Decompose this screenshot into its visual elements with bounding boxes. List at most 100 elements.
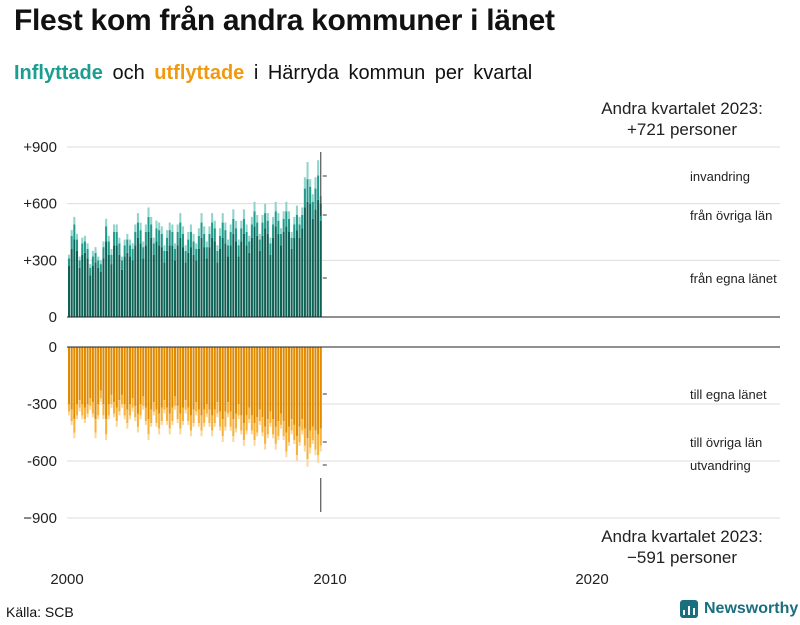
subtitle-rest: i Härryda kommun per kvartal	[253, 62, 533, 84]
bar-in-ovriga	[242, 218, 245, 234]
bar-out-utvandring	[242, 440, 245, 446]
subtitle-inflyttade: Inflyttade	[14, 62, 103, 84]
bar-out-ovriga	[73, 419, 76, 433]
bar-in-ovriga	[187, 239, 190, 253]
bar-out-utvandring	[205, 413, 208, 418]
bar-in-egna	[73, 239, 76, 317]
bar-in-invandring	[155, 220, 158, 229]
bar-in-egna	[261, 235, 264, 317]
bar-out-egna	[136, 347, 139, 414]
bar-out-ovriga	[269, 411, 272, 423]
bar-in-invandring	[295, 205, 298, 215]
bar-out-ovriga	[280, 413, 283, 425]
bar-out-ovriga	[174, 396, 177, 406]
bar-in-egna	[264, 228, 267, 317]
bar-in-ovriga	[94, 252, 97, 263]
bar-in-invandring	[272, 216, 275, 225]
bar-in-egna	[211, 237, 214, 317]
y-tick-label: −900	[23, 510, 57, 527]
bar-in-egna	[317, 199, 320, 317]
bar-out-utvandring	[237, 415, 240, 420]
bar-in-invandring	[195, 243, 198, 249]
bar-in-ovriga	[234, 228, 237, 242]
bar-out-ovriga	[264, 426, 267, 444]
source-label: Källa: SCB	[6, 604, 74, 620]
bar-in-ovriga	[216, 250, 219, 263]
bar-out-utvandring	[221, 436, 224, 442]
bar-out-utvandring	[245, 430, 248, 435]
bar-out-utvandring	[195, 411, 198, 416]
bar-out-egna	[118, 347, 121, 401]
bar-out-utvandring	[280, 424, 283, 429]
bar-in-egna	[266, 233, 269, 317]
bar-out-egna	[189, 347, 192, 416]
bar-in-egna	[272, 237, 275, 317]
bar-out-ovriga	[205, 404, 208, 414]
bar-in-invandring	[91, 250, 94, 257]
bar-out-egna	[229, 347, 232, 412]
bar-in-invandring	[216, 245, 219, 251]
bar-out-ovriga	[203, 409, 206, 423]
bar-in-invandring	[139, 222, 142, 231]
bar-in-invandring	[211, 213, 214, 223]
bar-in-invandring	[174, 243, 177, 249]
bar-in-egna	[189, 247, 192, 317]
bar-in-invandring	[110, 249, 113, 255]
bar-in-egna	[290, 249, 293, 317]
bar-in-egna	[311, 218, 314, 317]
bar-out-utvandring	[81, 415, 84, 420]
bar-in-egna	[219, 249, 222, 317]
bar-in-ovriga	[211, 222, 214, 238]
bar-in-ovriga	[224, 230, 227, 244]
bar-in-ovriga	[219, 235, 222, 249]
bar-out-utvandring	[287, 442, 290, 446]
bar-in-invandring	[75, 233, 78, 240]
bar-in-ovriga	[155, 228, 158, 242]
bar-out-ovriga	[216, 402, 219, 414]
bar-out-egna	[303, 347, 306, 429]
bar-in-invandring	[97, 256, 100, 261]
bar-in-invandring	[89, 264, 92, 268]
bar-in-egna	[227, 256, 230, 317]
bar-in-ovriga	[282, 218, 285, 232]
bar-in-ovriga	[68, 258, 71, 266]
bar-in-ovriga	[89, 267, 92, 276]
bar-out-egna	[73, 347, 76, 420]
bar-out-ovriga	[189, 415, 192, 431]
bar-in-invandring	[160, 226, 163, 234]
bar-out-ovriga	[229, 411, 232, 427]
bar-in-ovriga	[266, 220, 269, 234]
bar-in-invandring	[253, 201, 256, 212]
bar-in-ovriga	[189, 232, 192, 248]
bar-in-egna	[160, 247, 163, 317]
bar-in-invandring	[293, 216, 296, 225]
bar-in-invandring	[208, 226, 211, 234]
bar-out-utvandring	[94, 432, 97, 439]
bar-in-egna	[123, 256, 126, 317]
bar-in-ovriga	[256, 222, 259, 236]
bar-out-ovriga	[219, 411, 222, 427]
bar-out-utvandring	[306, 459, 309, 467]
bar-in-ovriga	[205, 247, 208, 259]
bar-out-ovriga	[234, 413, 237, 429]
y-tick-label: -600	[27, 453, 57, 470]
bar-out-utvandring	[213, 423, 216, 427]
bar-out-egna	[306, 347, 309, 439]
bar-out-utvandring	[126, 423, 129, 429]
bar-out-ovriga	[176, 405, 179, 420]
bar-in-ovriga	[86, 249, 89, 259]
bar-out-egna	[293, 347, 296, 425]
bar-out-egna	[208, 347, 211, 410]
bar-out-ovriga	[99, 390, 102, 399]
bar-in-ovriga	[181, 233, 184, 248]
bar-out-ovriga	[158, 413, 161, 429]
bar-out-ovriga	[139, 404, 142, 416]
bar-out-egna	[266, 347, 269, 420]
bar-in-egna	[166, 250, 169, 317]
bar-out-egna	[290, 347, 293, 420]
bar-out-utvandring	[115, 421, 118, 427]
bar-in-egna	[256, 235, 259, 317]
bar-in-invandring	[287, 211, 290, 219]
bar-out-egna	[68, 347, 71, 404]
bar-in-egna	[295, 230, 298, 317]
